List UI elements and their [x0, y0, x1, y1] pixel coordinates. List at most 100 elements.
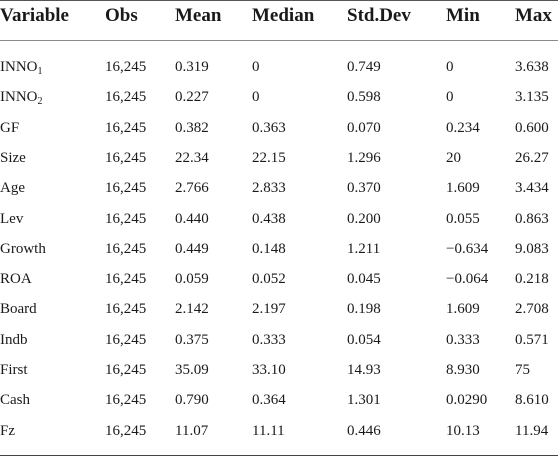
variable-name-cell: INNO1 — [0, 52, 43, 82]
table-cell: 1.211 — [347, 240, 381, 257]
column-header-median: Median — [252, 5, 315, 26]
table-cell: 0.333 — [446, 331, 480, 348]
variable-name: Growth — [0, 240, 46, 257]
table-cell: 16,245 — [105, 362, 147, 378]
table-cell: 0.227 — [175, 89, 209, 106]
table-cell: 2.708 — [515, 301, 549, 318]
table-cell: 10.13 — [446, 422, 480, 439]
table-cell: 0.363 — [252, 119, 286, 136]
table-cell: 0 — [252, 59, 260, 75]
table-cell: 0.440 — [175, 210, 209, 227]
variable-name: INNO — [0, 59, 38, 75]
table-cell: 0.571 — [515, 331, 549, 348]
table-cell: 0.790 — [175, 392, 209, 409]
variable-name-cell: ROA — [0, 264, 32, 294]
variable-name-cell: INNO2 — [0, 82, 43, 112]
table-row: ROA 16,245 0.059 0.052 0.045 −0.064 0.218 — [0, 264, 558, 294]
table-cell: 75 — [515, 362, 530, 378]
table-cell: 0.148 — [252, 240, 286, 257]
table-cell: 16,245 — [105, 119, 147, 136]
column-header-min: Min — [446, 5, 480, 26]
table-cell: 0.055 — [446, 210, 480, 227]
table-cell: 3.434 — [515, 180, 549, 197]
table-cell: 3.638 — [515, 59, 549, 75]
table-cell: 11.94 — [515, 422, 549, 439]
table-cell: 0.382 — [175, 119, 209, 136]
table-cell: 1.301 — [347, 392, 381, 409]
table-cell: 2.142 — [175, 301, 209, 318]
table-cell: 1.609 — [446, 180, 480, 197]
table-top-rule — [0, 0, 558, 1]
column-header-max: Max — [515, 5, 552, 26]
variable-name: Indb — [0, 331, 28, 348]
table-row: INNO1 16,245 0.319 0 0.749 0 3.638 — [0, 52, 558, 82]
table-cell: 8.930 — [446, 362, 480, 378]
table-row: Size 16,245 22.34 22.15 1.296 20 26.27 — [0, 143, 558, 173]
table-cell: 11.11 — [252, 422, 285, 439]
variable-name-cell: Size — [0, 143, 26, 173]
table-row: Fz 16,245 11.07 11.11 0.446 10.13 11.94 — [0, 416, 558, 446]
table-cell: 0.218 — [515, 271, 549, 288]
table-cell: 16,245 — [105, 240, 147, 257]
table-row: First 16,245 35.09 33.10 14.93 8.930 75 — [0, 355, 558, 385]
variable-name-cell: GF — [0, 113, 19, 143]
table-cell: 16,245 — [105, 89, 147, 106]
column-header-std-dev: Std.Dev — [347, 5, 411, 26]
table-cell: 3.135 — [515, 89, 549, 106]
table-cell: 0.045 — [347, 271, 381, 288]
variable-name: Lev — [0, 210, 24, 227]
table-cell: 16,245 — [105, 180, 147, 197]
table-cell: 0 — [446, 59, 454, 75]
table-cell: −0.634 — [446, 240, 489, 257]
variable-name-cell: First — [0, 355, 28, 385]
variable-name: Age — [0, 180, 25, 197]
table-cell: 0.198 — [347, 301, 381, 318]
column-header-mean: Mean — [175, 5, 222, 26]
table-cell: 14.93 — [347, 362, 381, 378]
table-row: GF 16,245 0.382 0.363 0.070 0.234 0.600 — [0, 113, 558, 143]
column-header-variable: Variable — [0, 5, 69, 26]
variable-name: Board — [0, 301, 37, 318]
table-cell: 20 — [446, 149, 461, 166]
variable-subscript: 1 — [37, 66, 43, 77]
table-cell: 0.319 — [175, 59, 209, 75]
table-cell: 0.446 — [347, 422, 381, 439]
table-cell: 0.364 — [252, 392, 286, 409]
variable-name-cell: Age — [0, 173, 25, 203]
variable-name-cell: Board — [0, 294, 37, 324]
table-row: Growth 16,245 0.449 0.148 1.211 −0.634 9.083 — [0, 234, 558, 264]
table-cell: 16,245 — [105, 301, 147, 318]
table-cell: 2.197 — [252, 301, 286, 318]
table-cell: 0.234 — [446, 119, 480, 136]
variable-name: INNO — [0, 89, 38, 106]
table-cell: 16,245 — [105, 59, 147, 75]
table-cell: 0.054 — [347, 331, 381, 348]
column-header-obs: Obs — [105, 5, 138, 26]
header-rule — [0, 40, 558, 41]
table-cell: 16,245 — [105, 271, 147, 288]
table-cell: 0.863 — [515, 210, 549, 227]
table-cell: 0.200 — [347, 210, 381, 227]
variable-name-cell: Indb — [0, 325, 28, 355]
table-cell: 0.0290 — [446, 392, 488, 409]
table-cell: 1.609 — [446, 301, 480, 318]
table-cell: 16,245 — [105, 422, 147, 439]
variable-name-cell: Lev — [0, 204, 23, 234]
table-cell: 22.34 — [175, 149, 209, 166]
table-cell: 26.27 — [515, 149, 549, 166]
table-row: INNO2 16,245 0.227 0 0.598 0 3.135 — [0, 82, 558, 112]
table-cell: 0.449 — [175, 240, 209, 257]
table-row: Cash 16,245 0.790 0.364 1.301 0.0290 8.610 — [0, 385, 558, 415]
variable-name-cell: Growth — [0, 234, 46, 264]
variable-name: Fz — [0, 422, 15, 439]
table-cell: 8.610 — [515, 392, 549, 409]
variable-name: GF — [0, 119, 20, 136]
table-cell: 0.438 — [252, 210, 286, 227]
table-cell: 0.598 — [347, 89, 381, 106]
table-cell: 11.07 — [175, 422, 209, 439]
table-row: Lev 16,245 0.440 0.438 0.200 0.055 0.863 — [0, 204, 558, 234]
table-cell: 9.083 — [515, 240, 549, 257]
table-row: Age 16,245 2.766 2.833 0.370 1.609 3.434 — [0, 173, 558, 203]
table-row: Indb 16,245 0.375 0.333 0.054 0.333 0.571 — [0, 325, 558, 355]
table-cell: 16,245 — [105, 331, 147, 348]
